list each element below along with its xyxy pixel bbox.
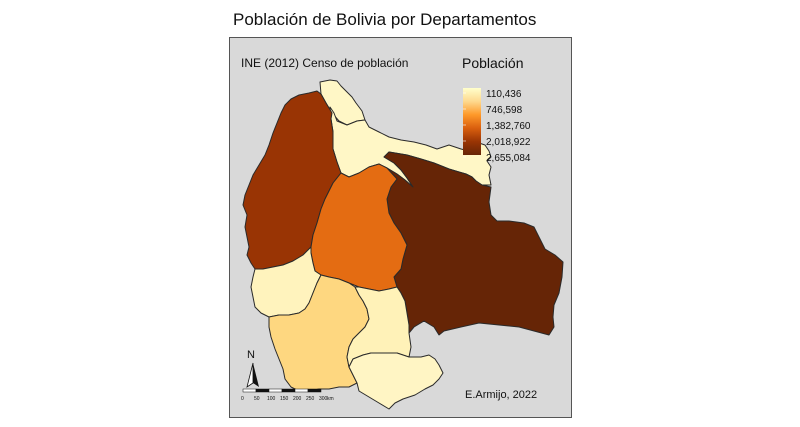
scale-bar-tick: 250 xyxy=(306,396,315,402)
legend-label: 2,655,084 xyxy=(486,153,531,164)
north-label: N xyxy=(247,349,255,361)
scale-bar-tick: 150 xyxy=(280,396,289,402)
department-tarija xyxy=(348,352,444,410)
scale-bar-tick: 300 xyxy=(319,396,328,402)
scale-bar-tick: 100 xyxy=(267,396,276,402)
scale-bar-tick: 200 xyxy=(293,396,302,402)
map-title: Población de Bolivia por Departamentos xyxy=(233,10,537,29)
legend-color-bar xyxy=(463,88,481,155)
departments-layer xyxy=(242,79,564,410)
legend-label: 110,436 xyxy=(486,89,522,100)
scale-bar: 0 50 100 150 200 250 300 km xyxy=(241,388,334,402)
scale-bar-ticks: 0 50 100 150 200 250 300 xyxy=(241,396,328,402)
map-credit: E.Armijo, 2022 xyxy=(465,389,537,401)
scale-bar-tick: 50 xyxy=(254,396,260,402)
map-panel: INE (2012) Censo de población Población … xyxy=(229,37,572,418)
scale-bar-tick: 0 xyxy=(241,396,244,402)
north-arrow-icon xyxy=(253,363,259,387)
legend-label: 1,382,760 xyxy=(486,121,531,132)
scale-bar-unit: km xyxy=(327,396,334,402)
legend-label: 2,018,922 xyxy=(486,137,531,148)
legend: Población 110,436 746,598 1,382,760 2,018,9… xyxy=(462,55,531,164)
legend-labels: 110,436 746,598 1,382,760 2,018,922 2,655,08… xyxy=(463,89,531,164)
north-arrow: N xyxy=(246,349,259,388)
source-note: INE (2012) Censo de población xyxy=(241,56,408,70)
legend-title: Población xyxy=(462,55,524,71)
legend-label: 746,598 xyxy=(486,105,523,116)
